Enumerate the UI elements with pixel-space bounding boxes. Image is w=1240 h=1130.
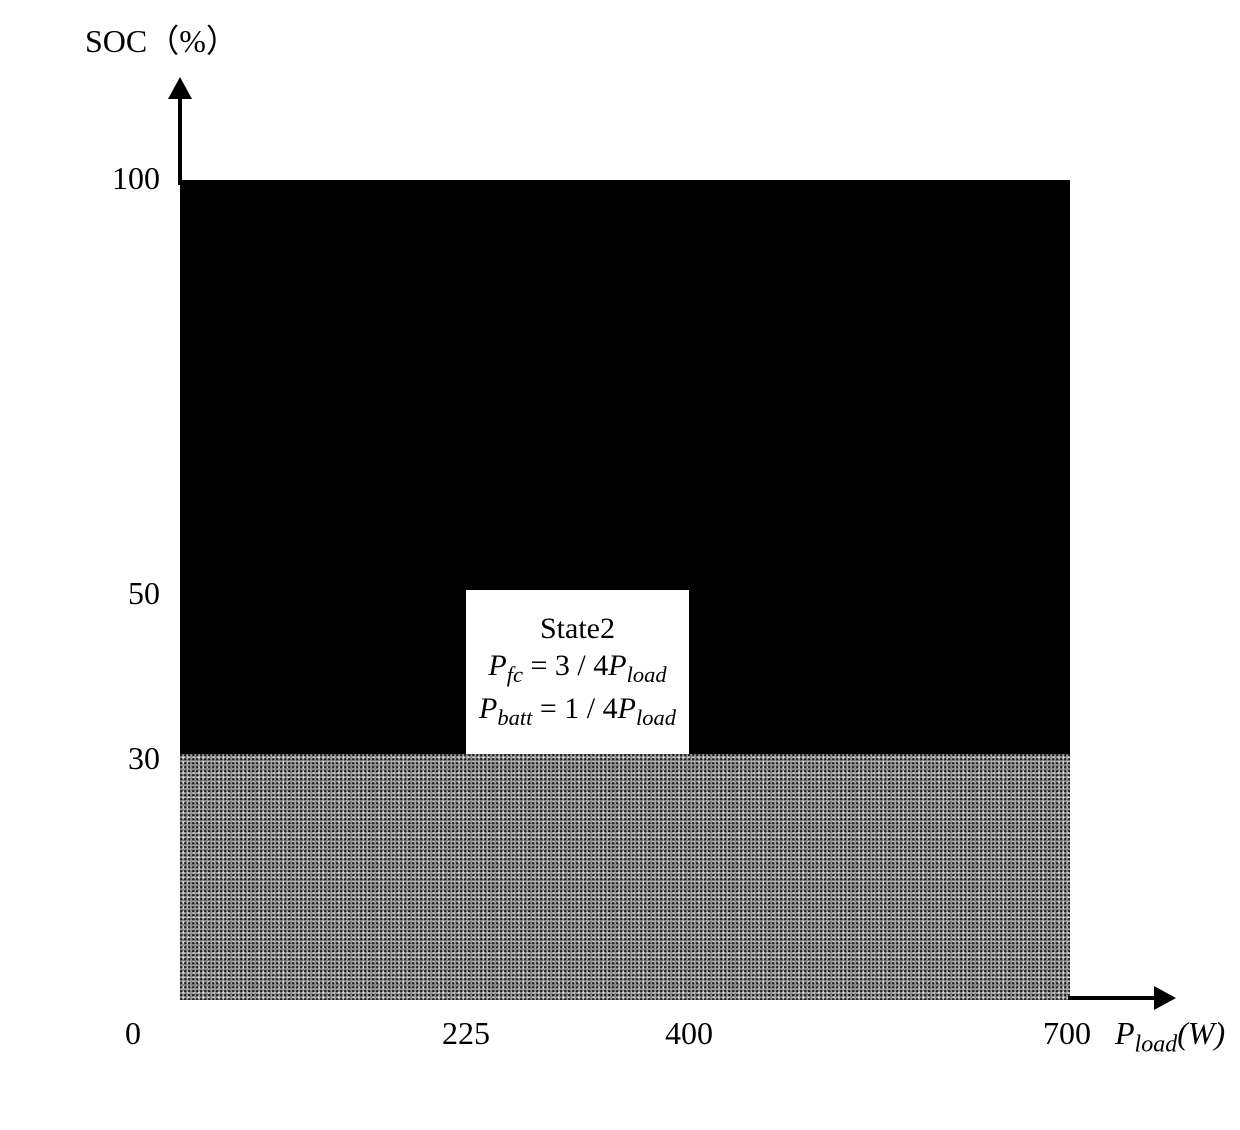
region-black-top [180, 180, 1070, 590]
y-tick-30: 30 [128, 740, 160, 777]
region-black-right [688, 590, 1070, 754]
x-tick-0: 0 [125, 1015, 141, 1052]
x-tick-700: 700 [1043, 1015, 1091, 1052]
x-tick-400: 400 [665, 1015, 713, 1052]
y-tick-100: 100 [112, 160, 160, 197]
state2-title: State2 [540, 612, 615, 646]
x-axis-label: Pload(W) [1115, 1015, 1225, 1058]
region-noise-bottom [180, 754, 1070, 1000]
diagram-container: SOC（%） 100 50 30 State2 Pfc = 3 / 4Pload… [0, 0, 1240, 1130]
region-black-left [180, 590, 466, 754]
x-tick-225: 225 [442, 1015, 490, 1052]
chart-area: State2 Pfc = 3 / 4Pload Pbatt = 1 / 4Plo… [180, 180, 1070, 1000]
y-axis-label: SOC（%） [85, 16, 238, 62]
y-axis-arrow [178, 95, 182, 185]
state2-formula-2: Pbatt = 1 / 4Pload [479, 689, 676, 732]
x-axis-arrow [1068, 996, 1158, 1000]
state2-formula-1: Pfc = 3 / 4Pload [488, 646, 666, 689]
state2-box: State2 Pfc = 3 / 4Pload Pbatt = 1 / 4Plo… [466, 590, 689, 754]
y-tick-50: 50 [128, 575, 160, 612]
